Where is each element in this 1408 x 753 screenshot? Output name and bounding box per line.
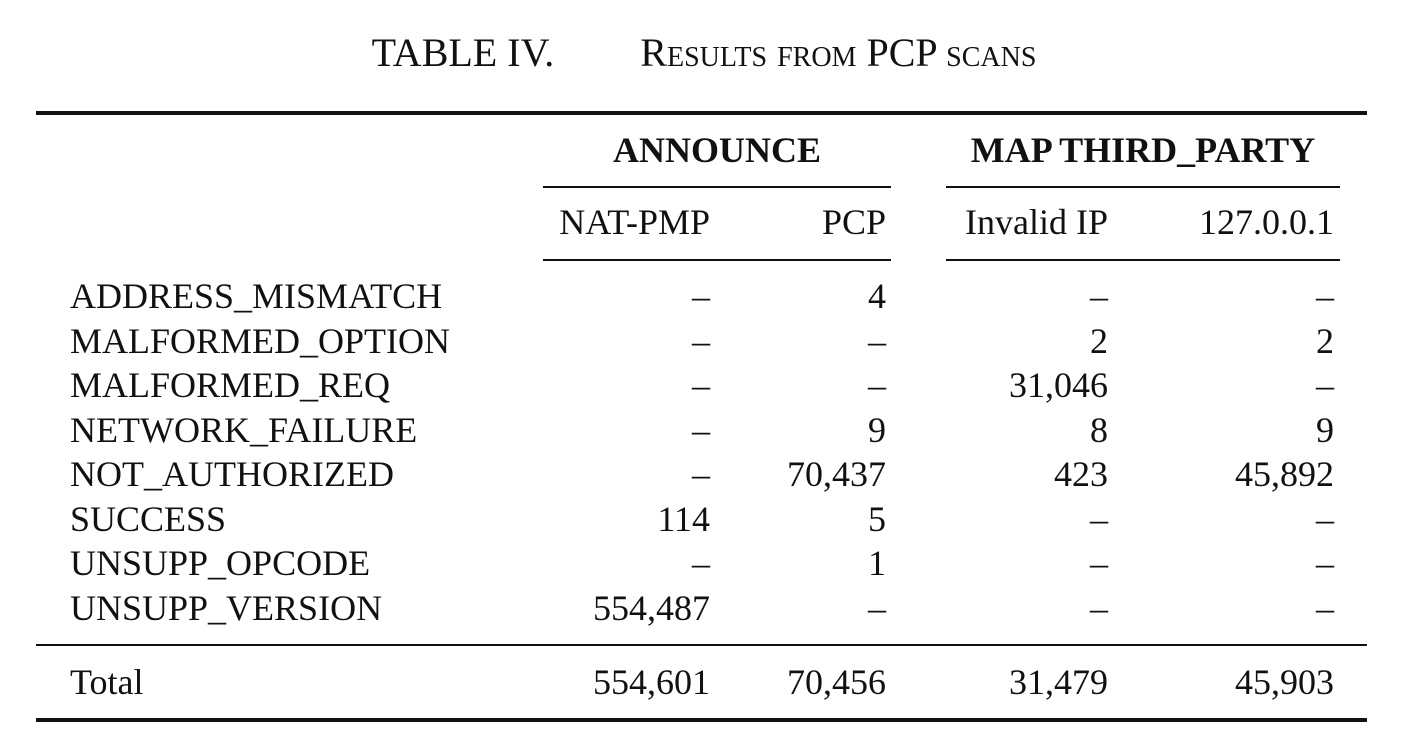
row-label: NOT_AUTHORIZED (70, 454, 394, 494)
group-rule-announce (543, 186, 891, 188)
total-pcp: 70,456 (787, 662, 886, 702)
table-number: TABLE IV. (371, 30, 555, 75)
cell-invalid-ip: 2 (1090, 321, 1108, 361)
cell-pcp: 9 (868, 410, 886, 450)
cell-nat-pmp: – (692, 321, 710, 361)
cell-invalid-ip: – (1090, 543, 1108, 583)
cell-nat-pmp: 554,487 (593, 588, 710, 628)
bottom-rule (36, 718, 1367, 722)
cell-invalid-ip: 423 (1054, 454, 1108, 494)
top-rule (36, 111, 1367, 115)
group-header-map-third-party: MAP THIRD_PARTY (970, 130, 1316, 170)
total-localhost: 45,903 (1235, 662, 1334, 702)
cell-nat-pmp: – (692, 543, 710, 583)
cell-pcp: 1 (868, 543, 886, 583)
row-label: SUCCESS (70, 499, 227, 539)
cell-localhost: – (1316, 588, 1334, 628)
cell-pcp: – (868, 321, 886, 361)
table-caption: TABLE IV. Results from PCP scans (0, 28, 1408, 78)
row-label: UNSUPP_OPCODE (70, 543, 371, 583)
cell-invalid-ip: 8 (1090, 410, 1108, 450)
cell-localhost: 9 (1316, 410, 1334, 450)
cell-nat-pmp: – (692, 410, 710, 450)
cell-pcp: – (868, 365, 886, 405)
cell-invalid-ip: 31,046 (1009, 365, 1108, 405)
cell-pcp: – (868, 588, 886, 628)
row-label: UNSUPP_VERSION (70, 588, 383, 628)
column-rule-announce (543, 259, 891, 261)
cell-localhost: – (1316, 499, 1334, 539)
cell-invalid-ip: – (1090, 499, 1108, 539)
cell-localhost: – (1316, 365, 1334, 405)
column-rule-map-third-party (946, 259, 1340, 261)
total-rule (36, 644, 1367, 646)
table-title: Results from PCP scans (640, 30, 1037, 75)
group-rule-map-third-party (946, 186, 1340, 188)
total-nat-pmp: 554,601 (593, 662, 710, 702)
cell-pcp: 4 (868, 276, 886, 316)
cell-nat-pmp: – (692, 276, 710, 316)
group-header-announce: ANNOUNCE (612, 130, 821, 170)
cell-pcp: 5 (868, 499, 886, 539)
total-label: Total (70, 662, 144, 702)
column-header-invalid-ip: Invalid IP (965, 202, 1108, 242)
total-invalid-ip: 31,479 (1009, 662, 1108, 702)
column-header-nat-pmp: NAT-PMP (559, 202, 710, 242)
column-header-localhost: 127.0.0.1 (1199, 202, 1334, 242)
cell-invalid-ip: – (1090, 276, 1108, 316)
cell-localhost: 2 (1316, 321, 1334, 361)
row-label: NETWORK_FAILURE (70, 410, 418, 450)
cell-nat-pmp: – (692, 365, 710, 405)
cell-localhost: – (1316, 276, 1334, 316)
row-label: MALFORMED_OPTION (70, 321, 451, 361)
cell-pcp: 70,437 (787, 454, 886, 494)
cell-nat-pmp: – (692, 454, 710, 494)
row-label: MALFORMED_REQ (70, 365, 391, 405)
cell-nat-pmp: 114 (657, 499, 710, 539)
cell-localhost: – (1316, 543, 1334, 583)
cell-invalid-ip: – (1090, 588, 1108, 628)
column-header-pcp: PCP (821, 202, 886, 242)
cell-localhost: 45,892 (1235, 454, 1334, 494)
row-label: ADDRESS_MISMATCH (70, 276, 443, 316)
